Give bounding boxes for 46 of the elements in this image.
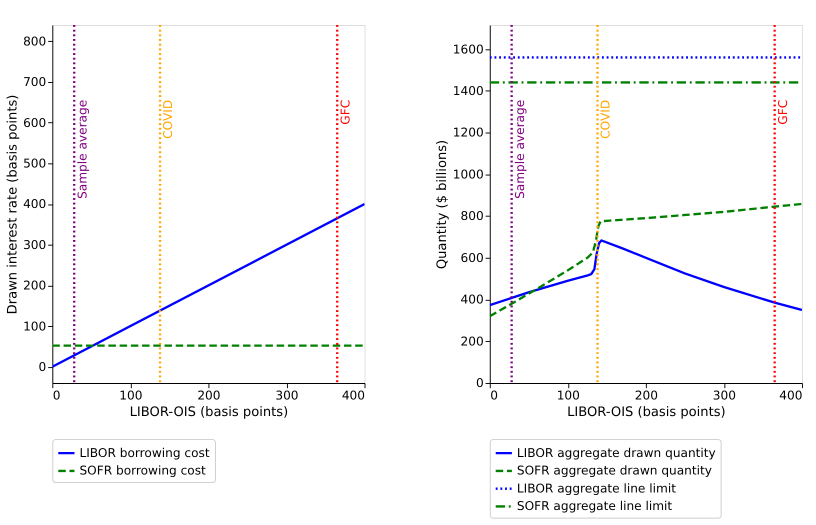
y-tick-label: 0 xyxy=(38,360,46,374)
x-tick-label: 300 xyxy=(275,388,299,402)
y-tick-label: 500 xyxy=(23,156,46,171)
ref-line-label: COVID xyxy=(161,100,176,139)
legend-label: LIBOR borrowing cost xyxy=(79,446,210,460)
y-tick-label: 100 xyxy=(23,319,46,334)
line-series xyxy=(490,239,802,312)
y-tick-label: 800 xyxy=(460,209,484,224)
legend-label: LIBOR aggregate drawn quantity xyxy=(516,446,716,460)
x-tick-label: 0 xyxy=(490,388,498,402)
y-tick-label: 200 xyxy=(460,334,484,348)
y-tick-label: 400 xyxy=(23,197,46,212)
x-tick-label: 0 xyxy=(52,388,61,402)
ref-line-label: GFC xyxy=(338,100,352,125)
legend-label: SOFR borrowing cost xyxy=(79,464,206,478)
y-tick-label: 200 xyxy=(23,278,46,293)
y-tick-label: 700 xyxy=(23,75,46,90)
y-tick-label: 300 xyxy=(23,238,46,252)
x-tick-label: 300 xyxy=(712,388,736,402)
y-tick-label: 800 xyxy=(23,34,46,49)
legend-label: LIBOR aggregate line limit xyxy=(516,481,676,496)
legend-label: SOFR aggregate drawn quantity xyxy=(516,464,712,478)
legend-label: SOFR aggregate line limit xyxy=(516,499,672,514)
y-tick-label: 1600 xyxy=(452,42,484,56)
ref-line-label: Sample average xyxy=(75,100,90,199)
y-tick-label: 1200 xyxy=(452,126,484,140)
ref-line-label: COVID xyxy=(598,100,613,139)
y-axis-title: Quantity ($ billions) xyxy=(435,140,450,270)
line-series xyxy=(490,202,802,318)
x-tick-label: 400 xyxy=(779,388,802,402)
y-tick-label: 600 xyxy=(460,250,484,265)
y-tick-label: 400 xyxy=(460,292,484,307)
y-axis-title: Drawn interest rate (basis points) xyxy=(6,94,21,314)
x-tick-label: 200 xyxy=(634,388,658,402)
x-tick-label: 400 xyxy=(342,388,366,402)
x-tick-label: 100 xyxy=(119,388,142,402)
ref-line-label: GFC xyxy=(776,100,790,125)
ref-line-label: Sample average xyxy=(512,100,527,199)
x-axis-title: LIBOR-OIS (basis points) xyxy=(567,405,726,420)
x-tick-label: 200 xyxy=(197,388,220,402)
y-tick-label: 600 xyxy=(23,116,46,130)
y-tick-label: 1400 xyxy=(452,84,484,98)
x-axis-title: LIBOR-OIS (basis points) xyxy=(130,405,288,420)
y-tick-label: 0 xyxy=(476,376,484,390)
x-tick-label: 100 xyxy=(556,388,580,402)
y-tick-label: 1000 xyxy=(452,168,484,182)
